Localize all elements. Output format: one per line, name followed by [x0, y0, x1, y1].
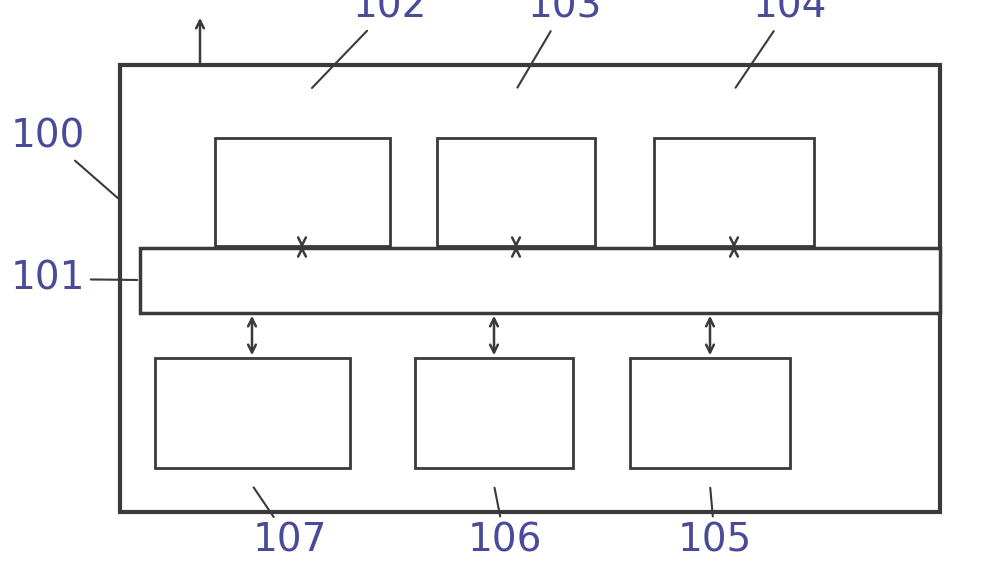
- Text: 107: 107: [253, 488, 327, 560]
- Bar: [654, 138, 814, 246]
- Bar: [630, 358, 790, 468]
- Text: 102: 102: [312, 0, 427, 88]
- Text: 100: 100: [11, 118, 118, 198]
- Bar: [415, 358, 573, 468]
- Bar: [120, 65, 940, 512]
- Text: 106: 106: [468, 488, 542, 560]
- Text: 104: 104: [736, 0, 827, 88]
- Bar: [155, 358, 350, 468]
- Bar: [215, 138, 390, 246]
- Text: 103: 103: [517, 0, 602, 88]
- Text: 101: 101: [11, 260, 137, 298]
- Text: 105: 105: [678, 488, 752, 560]
- Bar: [437, 138, 595, 246]
- Bar: [140, 248, 940, 313]
